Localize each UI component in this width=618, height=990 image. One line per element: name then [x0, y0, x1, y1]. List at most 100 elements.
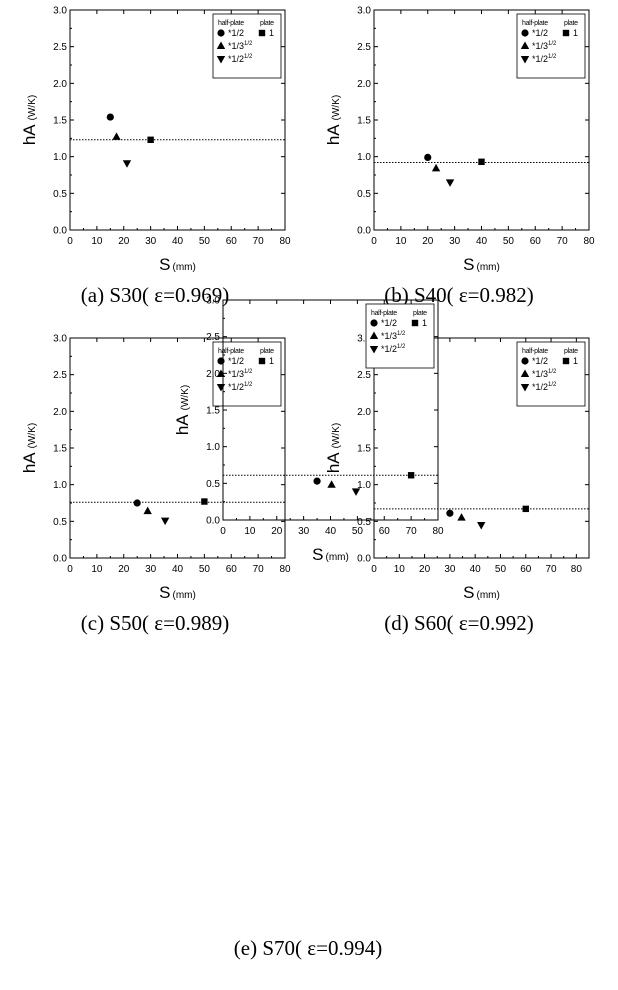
x-tick-label: 0: [67, 236, 73, 247]
x-tick-label: 50: [199, 564, 211, 575]
legend-marker-circle: [217, 29, 225, 37]
x-tick-label: 10: [244, 526, 256, 537]
chart-c: 0 10 20 30 40 50 60 70 800.00.51.01.52.02.53.0S(…: [20, 334, 291, 603]
data-point-square: [478, 158, 485, 165]
legend-label: *1/31/2: [228, 41, 253, 51]
legend-marker-triangle-down: [520, 384, 530, 392]
x-tick-label: 40: [476, 236, 488, 247]
legend-label-plate: 1: [573, 356, 578, 366]
data-point-triangle-up: [457, 513, 466, 521]
y-tick-label: 1.5: [53, 116, 67, 127]
x-tick-label: 80: [571, 564, 583, 575]
x-tick-label: 70: [545, 564, 557, 575]
x-tick-label: 60: [226, 564, 238, 575]
y-tick-label: 2.5: [206, 332, 220, 343]
legend-box: [365, 303, 435, 369]
y-tick-label: 1.0: [53, 480, 67, 491]
legend-label: *1/2: [228, 28, 244, 38]
legend-header-plate: plate: [260, 348, 274, 355]
data-point-triangle-down: [122, 160, 132, 168]
x-tick-label: 0: [371, 564, 377, 575]
data-point-circle: [424, 153, 432, 161]
legend-header-half-plate: half-plate: [371, 310, 397, 317]
legend-header-half-plate: half-plate: [522, 20, 548, 27]
x-axis-label: S (mm): [159, 255, 196, 274]
y-tick-label: 2.0: [53, 407, 67, 418]
chart-b: 0 10 20 30 40 50 60 70 80 0.0 0.5 1.0 1.5 2.0 2.5 3.0 S(…: [324, 6, 595, 275]
legend-marker-square: [258, 29, 266, 37]
data-point-triangle-up: [431, 163, 441, 172]
data-point-triangle-down: [160, 517, 170, 526]
legend-label: *1/31/2: [532, 369, 557, 379]
y-tick-label: 0.5: [206, 479, 220, 490]
y-tick-label: 0.0: [357, 554, 371, 565]
legend-label: *1/2: [228, 356, 244, 366]
x-tick-label: 0: [220, 526, 226, 537]
x-tick-label: 80: [279, 236, 291, 247]
legend-header-half-plate: half-plate: [218, 20, 244, 27]
x-tick-label: 50: [495, 564, 507, 575]
x-tick-label: 70: [253, 564, 265, 575]
legend-box: [516, 341, 586, 407]
legend-label-plate: 1: [573, 28, 578, 38]
legend-box: [516, 13, 586, 79]
x-tick-label: 30: [145, 564, 157, 575]
chart-panel-d: 0 10 20 30 40 50 60 70 80 0.0 0.5 1.0 1.5 2.0 2.5 3.0 S(…: [309, 328, 609, 643]
legend-marker-square: [562, 29, 570, 37]
data-point-circle: [446, 509, 454, 517]
x-tick-label: 80: [583, 236, 595, 247]
chart-panel-b: 0 10 20 30 40 50 60 70 80 0.0 0.5 1.0 1.5 2.0 2.5 3.0 S(…: [309, 0, 609, 315]
x-tick-label: 50: [503, 236, 515, 247]
x-tick-label: 60: [379, 526, 391, 537]
legend-marker-circle: [521, 357, 529, 365]
legend-header-plate: plate: [260, 20, 274, 27]
y-tick-label: 1.0: [357, 152, 371, 163]
legend-marker-circle: [521, 29, 529, 37]
data-point-square: [522, 505, 529, 513]
legend-header-half-plate: half-plate: [218, 348, 244, 355]
x-tick-label: 50: [199, 236, 211, 247]
y-tick-label: 0.0: [53, 554, 67, 565]
legend-box: [212, 13, 282, 79]
y-tick-label: 2.0: [53, 79, 67, 90]
y-axis-label: hA(W/K): [20, 95, 39, 145]
legend-label-plate: 1: [422, 318, 427, 328]
x-tick-label: 50: [352, 526, 364, 537]
y-tick-label: 3.0: [53, 6, 67, 17]
x-tick-label: 40: [172, 564, 184, 575]
y-tick-label: 1.5: [206, 406, 220, 417]
y-tick-label: 0.0: [53, 226, 67, 237]
chart-d: 0 10 20 30 40 50 60 70 80 0.0 0.5 1.0 1.5 2.0 2.5 3.0 S(…: [324, 334, 590, 602]
legend-marker-square: [258, 357, 266, 365]
x-tick-label: 60: [226, 236, 238, 247]
x-tick-label: 30: [145, 236, 157, 247]
x-tick-label: 70: [253, 236, 265, 247]
chart-e: 0 10 20 30 40 50 60 70 80 0.0 0.5 1.0 1.5 2.0 2.5 3.0 S(…: [173, 296, 444, 565]
x-tick-label: 40: [325, 526, 337, 537]
y-axis-label: hA(W/K): [173, 385, 192, 435]
x-tick-label: 20: [118, 564, 130, 575]
y-tick-label: 1.0: [357, 480, 371, 491]
y-axis-label: hA(W/K): [324, 95, 343, 145]
data-point-triangle-up: [112, 132, 121, 140]
data-point-triangle-down: [445, 179, 455, 187]
legend-label: *1/31/2: [381, 331, 406, 341]
data-point-triangle-down: [351, 488, 361, 496]
y-tick-label: 3.0: [357, 334, 371, 345]
chart-panel-a: 0 10 20 30 40 50 60 70 80 0.0 0.5 1.0 1.5 2.0 2.5 3.0 S(…: [5, 0, 305, 315]
legend-label: *1/2: [532, 28, 548, 38]
x-tick-label: 70: [406, 526, 418, 537]
y-tick-label: 2.5: [53, 42, 67, 53]
legend-header-plate: plate: [564, 20, 578, 27]
x-tick-label: 20: [422, 236, 434, 247]
y-tick-label: 0.5: [357, 517, 371, 528]
y-tick-label: 2.5: [53, 370, 67, 381]
x-axis-label: S (mm): [463, 255, 500, 274]
data-point-circle: [106, 113, 114, 121]
legend-label: *1/31/2: [228, 369, 253, 379]
data-point-square: [147, 136, 154, 143]
legend-marker-triangle-down: [216, 56, 226, 64]
x-tick-label: 10: [394, 564, 406, 575]
y-tick-label: 0.0: [357, 226, 371, 237]
data-point-triangle-up: [327, 480, 336, 488]
